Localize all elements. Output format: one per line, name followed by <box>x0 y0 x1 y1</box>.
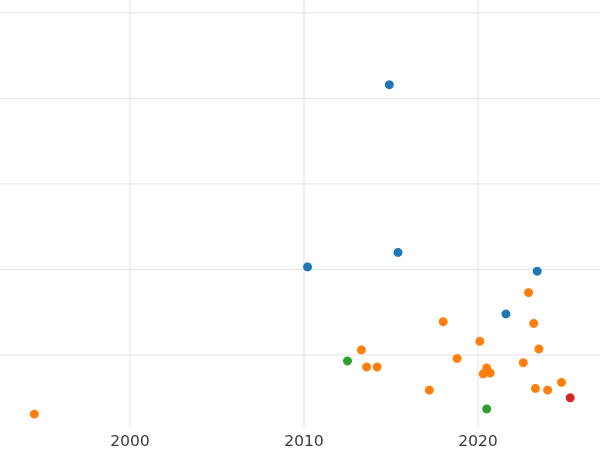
scatter-point-orange-series <box>362 362 372 372</box>
scatter-point-orange-series <box>485 368 495 378</box>
scatter-point-orange-series <box>524 288 533 298</box>
scatter-point-green-series <box>482 404 492 414</box>
scatter-point-orange-series <box>29 409 39 419</box>
scatter-point-blue-series <box>532 266 542 276</box>
scatter-point-orange-series <box>424 385 434 395</box>
scatter-point-orange-series <box>438 317 448 327</box>
scatter-point-orange-series <box>543 385 553 395</box>
scatter-point-orange-series <box>475 336 485 346</box>
scatter-point-orange-series <box>530 383 540 393</box>
scatter-point-orange-series <box>452 354 462 363</box>
scatter-point-orange-series <box>557 377 566 387</box>
scatter-point-orange-series <box>518 358 528 368</box>
scatter-point-orange-series <box>478 369 488 379</box>
scatter-point-orange-series <box>529 318 539 328</box>
scatter-point-blue-series <box>501 309 511 319</box>
x-tick-label: 2020 <box>458 432 497 450</box>
x-tick-label: 2010 <box>284 432 323 450</box>
scatter-point-orange-series <box>534 344 544 354</box>
x-tick-label: 2000 <box>110 432 149 450</box>
scatter-point-red-series <box>565 393 575 403</box>
scatter-point-orange-series <box>356 345 366 355</box>
scatter-point-green-series <box>343 356 352 366</box>
scatter-point-orange-series <box>372 362 382 372</box>
scatter-point-blue-series <box>393 247 403 257</box>
scatter-point-blue-series <box>384 80 394 90</box>
scatter-point-blue-series <box>303 262 312 272</box>
